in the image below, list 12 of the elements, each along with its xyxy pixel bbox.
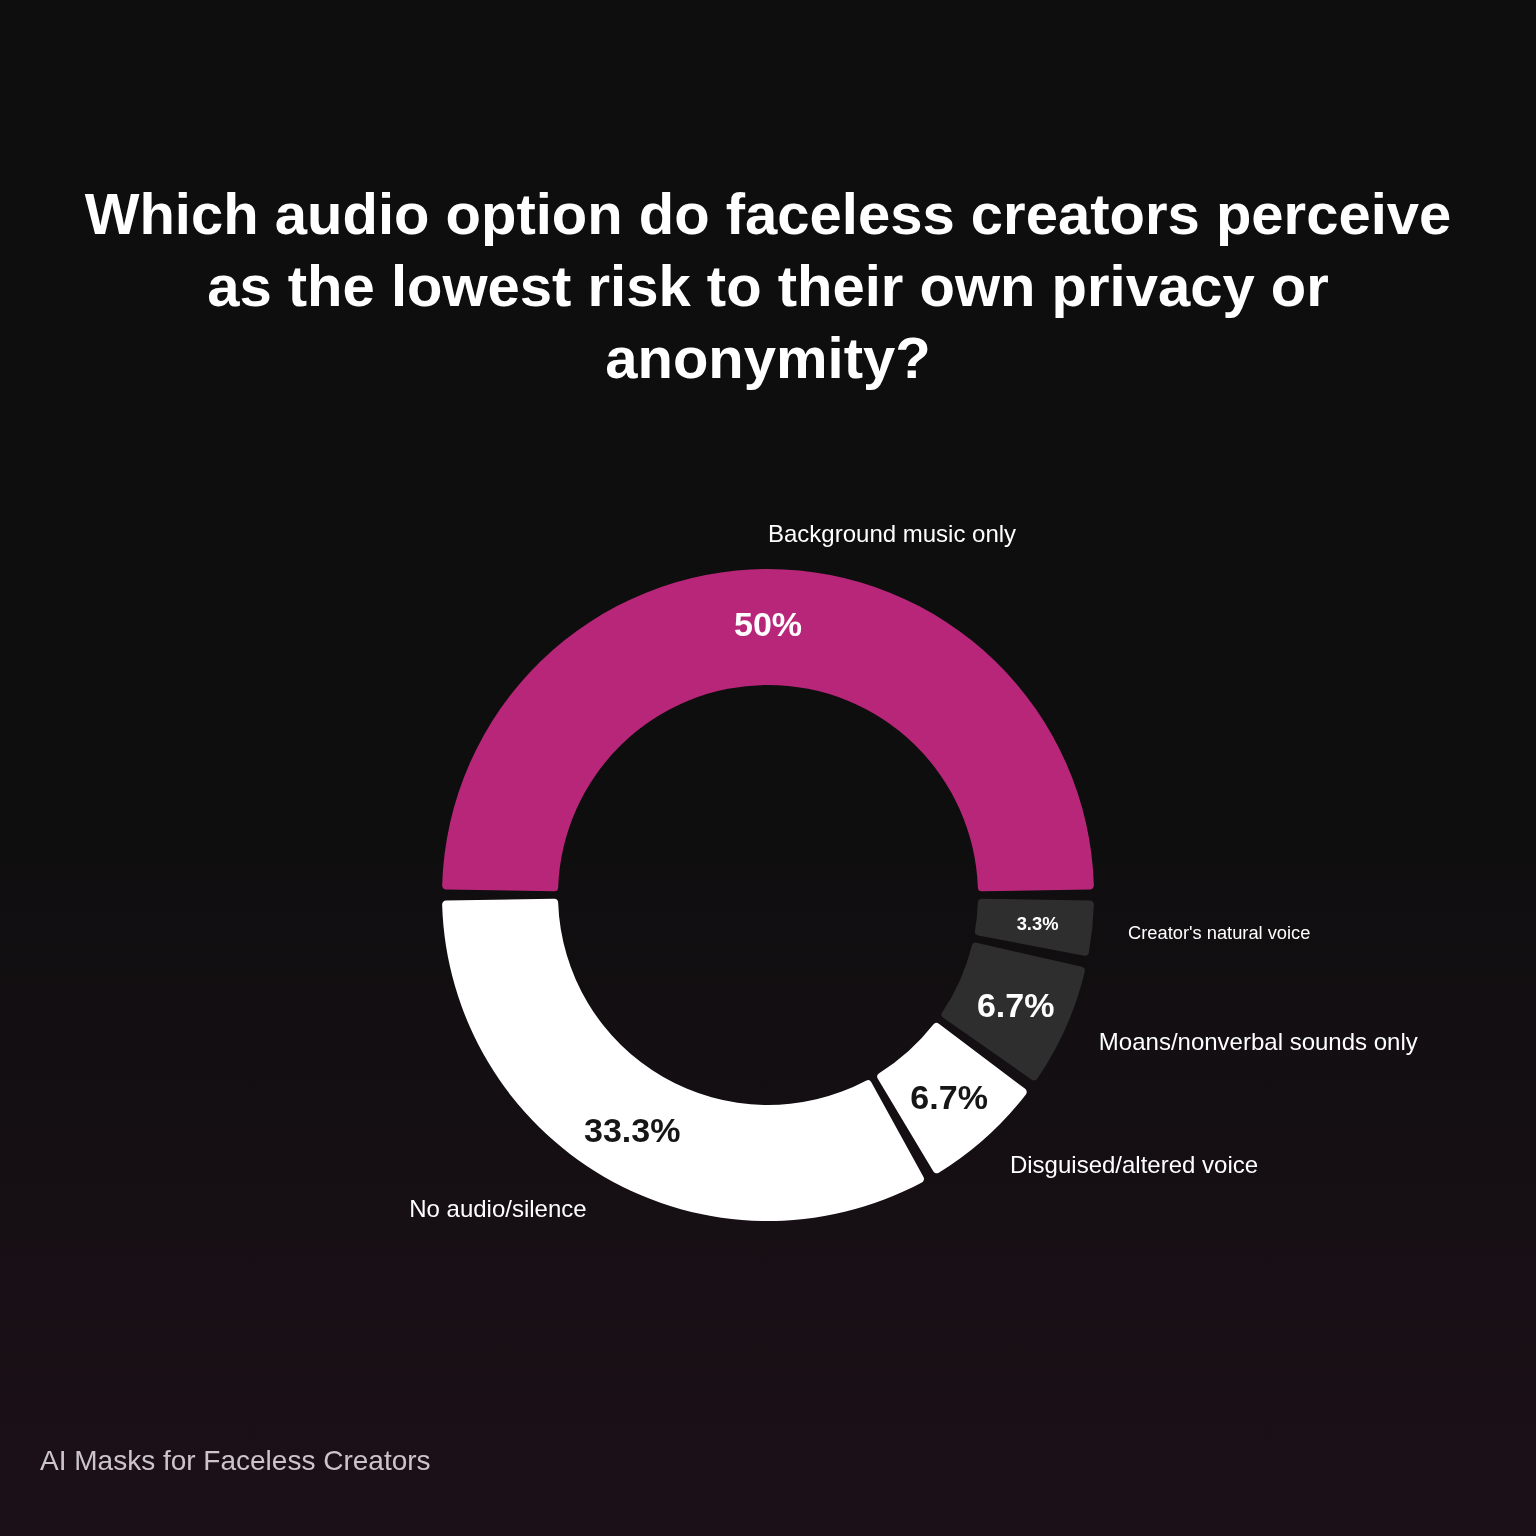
slice-label: Creator's natural voice xyxy=(1128,921,1311,943)
slice-label: No audio/silence xyxy=(409,1194,587,1222)
slice-label: Disguised/altered voice xyxy=(1009,1150,1259,1178)
data-label: 3.3% xyxy=(1016,912,1059,934)
slice-label: Moans/nonverbal sounds only xyxy=(1098,1028,1418,1056)
data-label: 33.3% xyxy=(584,1110,681,1149)
slice-label: Background music only xyxy=(768,519,1017,547)
data-label: 6.7% xyxy=(976,985,1055,1024)
text: AI Masks for Faceless Creators xyxy=(40,1444,431,1476)
data-label: 50% xyxy=(733,605,803,643)
chart-title: Which audio option do faceless creators perceive as the lowest risk to their own privacy or anonymity? xyxy=(83,180,1453,392)
data-label: 6.7% xyxy=(910,1077,988,1116)
